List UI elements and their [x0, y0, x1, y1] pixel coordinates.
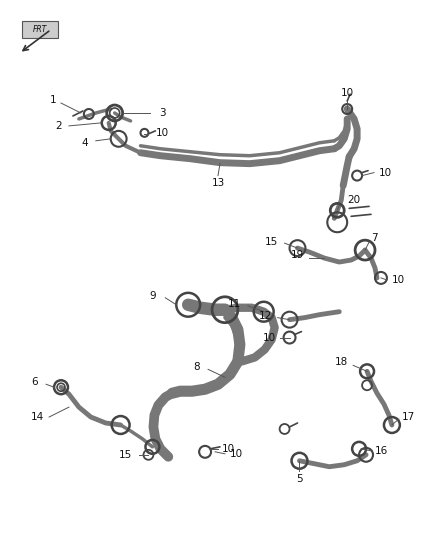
Text: 10: 10 [230, 449, 243, 459]
Text: 10: 10 [341, 88, 354, 98]
FancyBboxPatch shape [22, 21, 58, 38]
Text: 12: 12 [259, 311, 272, 321]
Text: 16: 16 [374, 446, 388, 456]
Text: 18: 18 [335, 358, 348, 367]
Text: 7: 7 [371, 233, 377, 243]
Text: 15: 15 [265, 237, 278, 247]
Text: 10: 10 [263, 333, 276, 343]
Text: 6: 6 [31, 377, 38, 387]
Text: 10: 10 [156, 128, 169, 138]
Text: 11: 11 [228, 299, 241, 309]
Text: 2: 2 [56, 121, 62, 131]
Text: 13: 13 [212, 177, 225, 188]
Text: 5: 5 [296, 474, 303, 483]
Text: 17: 17 [402, 412, 415, 422]
Text: 20: 20 [348, 196, 361, 205]
Text: 10: 10 [221, 444, 234, 454]
Text: 10: 10 [378, 167, 392, 177]
Text: 8: 8 [193, 362, 199, 373]
Text: 3: 3 [159, 108, 166, 118]
Text: 10: 10 [392, 275, 406, 285]
Text: 14: 14 [31, 412, 44, 422]
Text: 19: 19 [291, 250, 304, 260]
Text: 9: 9 [149, 291, 156, 301]
Text: 15: 15 [119, 450, 132, 460]
Text: FRT: FRT [33, 25, 47, 34]
Text: 1: 1 [50, 95, 57, 105]
Text: 4: 4 [81, 138, 88, 148]
